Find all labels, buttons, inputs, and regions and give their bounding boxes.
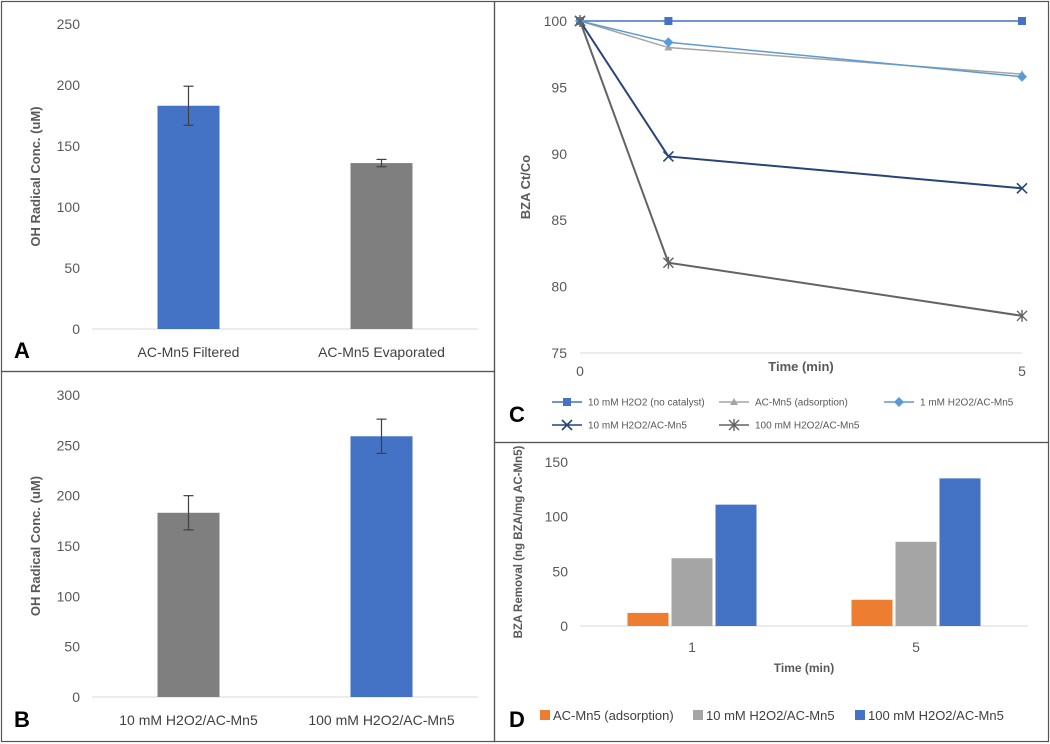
panel-d-border bbox=[493, 441, 1050, 743]
chart-b-category-label: 100 mM H2O2/AC-Mn5 bbox=[308, 712, 454, 728]
chart-d-legend-label: 100 mM H2O2/AC-Mn5 bbox=[868, 708, 1004, 723]
chart-c-x-tick: 5 bbox=[1018, 363, 1026, 379]
chart-c-data-point bbox=[662, 256, 674, 269]
chart-b-category-label: 10 mM H2O2/AC-Mn5 bbox=[119, 712, 258, 728]
chart-c-data-point bbox=[662, 150, 674, 163]
chart-c-y-tick: 80 bbox=[551, 279, 567, 295]
chart-c-data-point bbox=[663, 37, 674, 48]
chart-a-panel-label: A bbox=[14, 338, 30, 363]
chart-c-y-tick: 85 bbox=[551, 212, 567, 228]
chart-d-y-tick: 150 bbox=[545, 454, 569, 470]
chart-c-data-point bbox=[1017, 71, 1027, 82]
chart-b-y-tick: 150 bbox=[57, 538, 81, 554]
chart-a-y-tick: 200 bbox=[57, 77, 81, 93]
chart-d-legend-label: AC-Mn5 (adsorption) bbox=[553, 708, 674, 723]
chart-c-legend-marker bbox=[561, 419, 573, 431]
chart-c-y-tick: 90 bbox=[551, 146, 567, 162]
chart-c-data-point bbox=[1018, 17, 1026, 25]
chart-b-y-tick: 50 bbox=[64, 639, 80, 655]
chart-d-bar bbox=[851, 599, 893, 626]
chart-a-y-tick: 50 bbox=[64, 260, 80, 276]
panel-a-border bbox=[0, 0, 496, 373]
chart-c-series-line bbox=[579, 20, 1023, 190]
chart-d-bar bbox=[627, 612, 669, 626]
chart-c-panel-label: C bbox=[509, 402, 525, 427]
chart-c-x-tick: 0 bbox=[576, 363, 584, 379]
chart-c-legend-marker bbox=[730, 398, 738, 405]
chart-c-y-axis-title: BZA Ct/Co bbox=[518, 155, 533, 220]
chart-d-bar bbox=[939, 478, 981, 626]
chart-a-category-label: AC-Mn5 Filtered bbox=[138, 344, 240, 360]
chart-d-legend-label: 10 mM H2O2/AC-Mn5 bbox=[706, 708, 835, 723]
chart-d-y-axis-title: BZA Removal (ng BZA/mg AC-Mn5) bbox=[513, 445, 525, 638]
chart-c-series-line bbox=[579, 20, 1023, 75]
chart-c-legend-label: AC-Mn5 (adsorption) bbox=[755, 398, 848, 409]
chart-c-y-tick: 75 bbox=[551, 345, 567, 361]
chart-a-bar bbox=[350, 163, 413, 329]
chart-d-legend-swatch bbox=[693, 710, 703, 720]
chart-c-legend-label: 10 mM H2O2 (no catalyst) bbox=[588, 398, 705, 409]
chart-c-legend-label: 10 mM H2O2/AC-Mn5 bbox=[588, 421, 687, 432]
chart-b-y-tick: 0 bbox=[72, 689, 80, 705]
chart-d-panel-label: D bbox=[509, 707, 525, 732]
chart-d-bar bbox=[895, 541, 937, 626]
chart-a-y-axis-title: OH Radical Conc. (uM) bbox=[28, 106, 43, 246]
chart-d-y-tick: 0 bbox=[560, 618, 568, 634]
chart-b-y-tick: 200 bbox=[57, 488, 81, 504]
chart-c-data-point bbox=[1016, 309, 1028, 322]
chart-d-category-label: 5 bbox=[912, 639, 920, 655]
chart-d-y-tick: 100 bbox=[545, 509, 569, 525]
chart-c-legend-label: 100 mM H2O2/AC-Mn5 bbox=[755, 421, 860, 432]
chart-b-y-tick: 250 bbox=[57, 437, 81, 453]
chart-b-panel-label: B bbox=[14, 707, 30, 732]
chart-b-y-axis-title: OH Radical Conc. (uM) bbox=[28, 476, 43, 616]
chart-c-legend-marker bbox=[563, 398, 571, 406]
chart-b-bar bbox=[157, 512, 220, 697]
chart-c-y-tick: 95 bbox=[551, 79, 567, 95]
chart-a-category-label: AC-Mn5 Evaporated bbox=[318, 344, 445, 360]
chart-c-data-point bbox=[664, 17, 673, 25]
chart-b-y-tick: 100 bbox=[57, 588, 81, 604]
chart-d-category-label: 1 bbox=[688, 639, 696, 655]
chart-d-legend-swatch bbox=[855, 710, 865, 720]
chart-a-y-tick: 150 bbox=[57, 138, 81, 154]
chart-c-x-axis-title: Time (min) bbox=[768, 359, 834, 374]
chart-b-y-tick: 300 bbox=[57, 387, 81, 403]
chart-d-x-axis-title: Time (min) bbox=[774, 661, 834, 675]
chart-d-bar bbox=[715, 504, 757, 626]
chart-d-legend-swatch bbox=[540, 710, 550, 720]
chart-c-legend-label: 1 mM H2O2/AC-Mn5 bbox=[920, 398, 1014, 409]
chart-a-bar bbox=[157, 105, 220, 330]
chart-c-data-point bbox=[574, 15, 586, 27]
chart-d-bar bbox=[671, 558, 713, 626]
chart-d-y-tick: 50 bbox=[552, 563, 568, 579]
chart-a-y-tick: 0 bbox=[72, 321, 80, 337]
chart-c-y-tick: 100 bbox=[544, 13, 568, 29]
chart-c-data-point bbox=[1016, 182, 1028, 194]
chart-c-legend-marker bbox=[894, 397, 904, 407]
chart-b-bar bbox=[350, 436, 413, 697]
chart-a-y-tick: 100 bbox=[57, 199, 81, 215]
panel-b-border bbox=[0, 370, 496, 743]
chart-c-legend-marker bbox=[728, 419, 740, 431]
chart-a-y-tick: 250 bbox=[57, 16, 81, 32]
